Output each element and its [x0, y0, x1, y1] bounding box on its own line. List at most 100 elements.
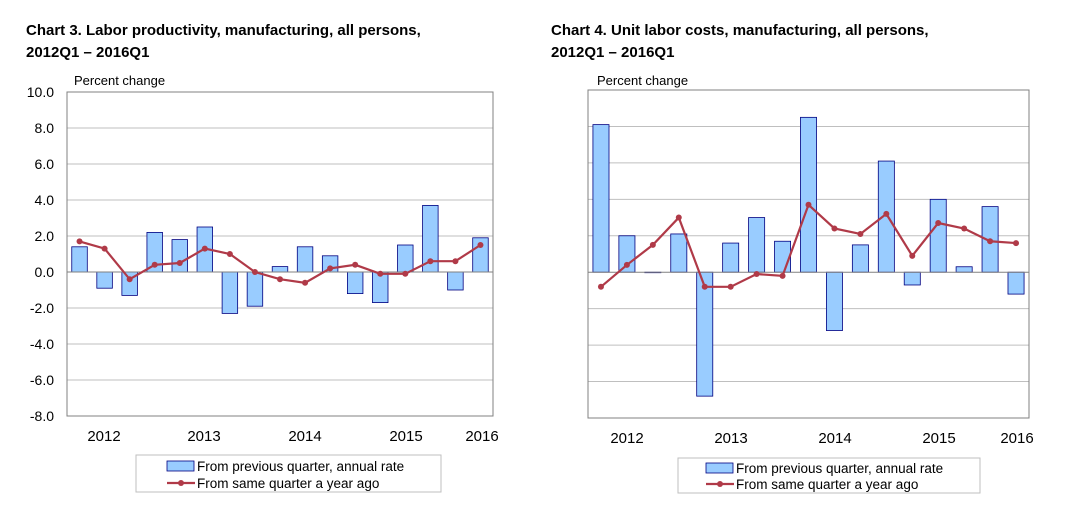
line-point-2012Q3 [649, 241, 656, 248]
line-point-2014Q1 [805, 201, 812, 208]
line-point-2015Q1 [909, 252, 916, 259]
bar-2012Q1 [71, 246, 88, 273]
line-point-2014Q3 [327, 265, 334, 272]
y-tick-label: -2.0 [30, 300, 54, 316]
bar-2012Q2 [96, 271, 113, 289]
bar-2015Q1 [903, 271, 921, 286]
y-tick-label: -4.0 [30, 336, 54, 352]
bar-2013Q3 [221, 271, 239, 314]
line-point-2012Q2 [623, 261, 630, 268]
bar-2015Q2 [929, 198, 947, 273]
bar-2012Q4 [670, 233, 688, 273]
line-point-2013Q1 [701, 283, 708, 290]
x-year-label: 2015 [389, 428, 422, 445]
y-tick-label: -6.0 [30, 372, 54, 388]
legend-bar-swatch [166, 460, 195, 472]
line-point-2015Q1 [377, 270, 384, 277]
line-point-2013Q4 [251, 269, 258, 275]
line-point-2014Q3 [857, 230, 864, 237]
bar-2015Q3 [955, 266, 973, 273]
x-year-label: 2012 [87, 428, 120, 445]
bar-2013Q1 [171, 239, 188, 273]
line-point-2013Q1 [176, 260, 183, 266]
y-tick-label: -8.0 [30, 408, 54, 424]
y-tick-label: 2.0 [35, 228, 55, 244]
line-point-2015Q3 [961, 225, 968, 232]
chart-unit-labor-costs-svg: Chart 4. Unit labor costs, manufacturing… [551, 22, 1034, 494]
chart-title-line1: Chart 3. Labor productivity, manufacturi… [26, 22, 421, 39]
plot-area: 10.08.06.04.02.00.0-2.0-4.0-6.0-8.020122… [587, 89, 1034, 447]
y-tick-label: 6.0 [35, 156, 55, 172]
bar-2013Q4 [246, 271, 264, 307]
chart-unit-labor-costs: Chart 4. Unit labor costs, manufacturing… [525, 0, 1065, 514]
chart-labor-productivity: Chart 3. Labor productivity, manufacturi… [0, 0, 520, 514]
line-point-2016Q1 [1013, 240, 1020, 247]
chart-title-line2: 2012Q1 – 2016Q1 [551, 44, 674, 61]
x-year-label: 2014 [818, 430, 851, 447]
line-point-2012Q2 [101, 245, 108, 252]
x-year-label: 2016 [465, 428, 498, 445]
line-point-2015Q3 [427, 258, 434, 265]
bar-2013Q2 [722, 242, 740, 273]
line-point-2012Q4 [675, 214, 682, 221]
line-point-2014Q2 [831, 225, 838, 232]
plot-border [587, 89, 1030, 419]
bar-2013Q3 [748, 217, 766, 273]
bar-2013Q4 [774, 240, 792, 273]
line-point-2015Q4 [452, 258, 459, 265]
y-tick-label: 4.0 [35, 192, 55, 208]
line-point-2013Q3 [226, 251, 233, 257]
legend-line-label: From same quarter a year ago [736, 477, 918, 492]
plot-border [66, 91, 494, 417]
bar-2013Q1 [696, 271, 714, 397]
x-year-label: 2013 [714, 430, 747, 447]
line-point-2012Q4 [151, 261, 158, 268]
legend-line-marker [717, 481, 723, 487]
bar-2014Q1 [800, 116, 817, 273]
line-point-2012Q1 [76, 238, 83, 245]
line-point-2014Q2 [302, 279, 309, 286]
bar-2014Q2 [825, 271, 843, 331]
line-point-2012Q1 [597, 283, 604, 290]
bar-2015Q2 [397, 244, 414, 273]
bar-2014Q3 [851, 244, 869, 273]
legend: From previous quarter, annual rate From … [135, 454, 442, 493]
bar-2014Q2 [296, 246, 314, 273]
line-point-2012Q3 [126, 276, 133, 283]
line-point-2015Q2 [935, 220, 942, 227]
x-year-label: 2014 [288, 428, 321, 445]
line-point-2014Q4 [883, 210, 890, 217]
legend-bar-label: From previous quarter, annual rate [197, 459, 404, 474]
y-tick-label: 8.0 [35, 120, 55, 136]
line-point-2013Q2 [201, 245, 208, 252]
line-point-2015Q2 [402, 270, 409, 277]
line-point-2016Q1 [477, 242, 484, 248]
chart-title-line2: 2012Q1 – 2016Q1 [26, 44, 149, 61]
y-axis-label: Percent change [74, 73, 165, 88]
y-tick-label: 10.0 [27, 84, 54, 100]
chart-labor-productivity-svg: Chart 3. Labor productivity, manufacturi… [26, 22, 499, 493]
line-point-2013Q2 [727, 283, 734, 290]
line-point-2013Q4 [779, 272, 786, 279]
bar-2016Q1 [1007, 271, 1025, 295]
bar-2012Q1 [592, 124, 610, 273]
y-axis-label: Percent change [597, 73, 688, 88]
x-year-label: 2015 [922, 430, 955, 447]
line-point-2014Q1 [277, 276, 283, 283]
legend-bar-label: From previous quarter, annual rate [736, 461, 943, 476]
bar-2015Q4 [447, 271, 464, 291]
line-point-2015Q4 [987, 238, 994, 245]
x-year-label: 2012 [610, 430, 643, 447]
plot-area: 10.0 8.0 6.0 4.0 2.0 0.0 -2.0 -4.0 -6.0 -8.0 2012 2… [27, 84, 499, 445]
chart-title-line1: Chart 4. Unit labor costs, manufacturing… [551, 22, 929, 39]
x-year-label: 2013 [187, 428, 220, 445]
legend: From previous quarter, annual rate From … [677, 457, 981, 494]
bar-2014Q1 [271, 266, 289, 273]
bar-2014Q4 [347, 271, 364, 295]
legend-line-label: From same quarter a year ago [197, 476, 379, 491]
legend-line-marker [178, 480, 184, 486]
line-point-2014Q4 [352, 261, 359, 268]
legend-bar-swatch [705, 462, 734, 474]
y-tick-label: 0.0 [35, 264, 55, 280]
x-year-label: 2016 [1000, 430, 1033, 447]
